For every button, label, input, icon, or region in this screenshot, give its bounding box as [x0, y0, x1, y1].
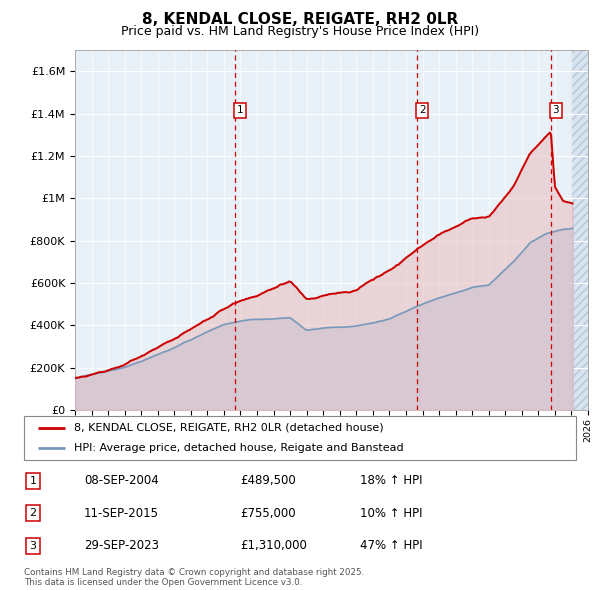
Text: 18% ↑ HPI: 18% ↑ HPI — [360, 474, 422, 487]
Text: 10% ↑ HPI: 10% ↑ HPI — [360, 507, 422, 520]
Text: Contains HM Land Registry data © Crown copyright and database right 2025.
This d: Contains HM Land Registry data © Crown c… — [24, 568, 364, 587]
Text: 2: 2 — [419, 106, 425, 116]
Text: 11-SEP-2015: 11-SEP-2015 — [84, 507, 159, 520]
Text: 29-SEP-2023: 29-SEP-2023 — [84, 539, 159, 552]
Text: 2: 2 — [29, 509, 37, 518]
FancyBboxPatch shape — [24, 416, 576, 460]
Text: 08-SEP-2004: 08-SEP-2004 — [84, 474, 159, 487]
Text: £755,000: £755,000 — [240, 507, 296, 520]
Text: Price paid vs. HM Land Registry's House Price Index (HPI): Price paid vs. HM Land Registry's House … — [121, 25, 479, 38]
Text: 3: 3 — [29, 541, 37, 550]
Text: 47% ↑ HPI: 47% ↑ HPI — [360, 539, 422, 552]
Text: HPI: Average price, detached house, Reigate and Banstead: HPI: Average price, detached house, Reig… — [74, 443, 403, 453]
Bar — [571, 50, 588, 410]
Text: £489,500: £489,500 — [240, 474, 296, 487]
Text: £1,310,000: £1,310,000 — [240, 539, 307, 552]
Text: 1: 1 — [237, 106, 244, 116]
Bar — [571, 50, 588, 410]
Text: 3: 3 — [553, 106, 559, 116]
Text: 1: 1 — [29, 476, 37, 486]
Text: 8, KENDAL CLOSE, REIGATE, RH2 0LR: 8, KENDAL CLOSE, REIGATE, RH2 0LR — [142, 12, 458, 27]
Text: 8, KENDAL CLOSE, REIGATE, RH2 0LR (detached house): 8, KENDAL CLOSE, REIGATE, RH2 0LR (detac… — [74, 423, 383, 433]
